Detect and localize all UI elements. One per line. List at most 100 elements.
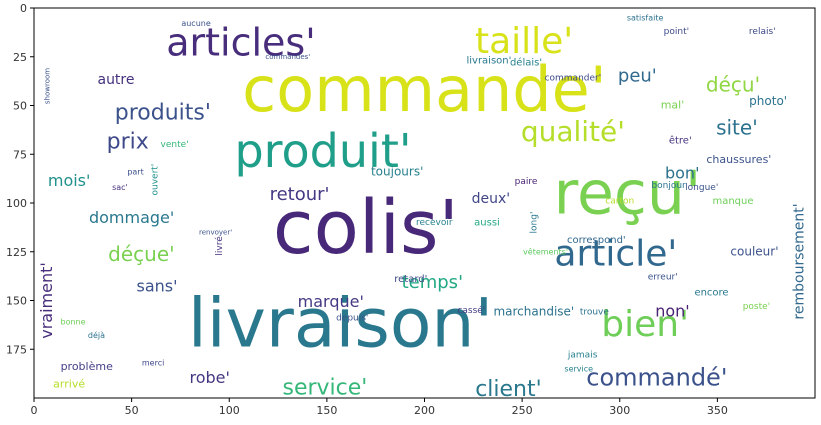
word-cloud-word: autre [97, 72, 134, 88]
word-cloud-word: colis' [273, 185, 459, 271]
word-cloud-word: vente' [161, 140, 189, 150]
word-cloud-word: retour' [270, 184, 330, 205]
word-cloud-word: erreur' [648, 273, 678, 283]
word-cloud-word: merci [142, 358, 164, 367]
word-cloud-word: déçu' [706, 73, 760, 97]
y-tick-label: 175 [6, 343, 27, 356]
word-cloud-word: showroom [44, 68, 52, 104]
word-cloud-word: site' [716, 115, 758, 139]
word-cloud-word: produit' [234, 124, 411, 178]
word-cloud-word: photo' [749, 94, 787, 108]
word-cloud-word: trouve [580, 308, 610, 318]
word-cloud-word: arrivé [53, 377, 85, 390]
word-cloud-word: bon' [665, 163, 699, 182]
y-axis: 0 25 50 75 100 125 150 175 [6, 2, 34, 356]
word-cloud-word: jamais [567, 351, 598, 361]
word-cloud-word: longue' [685, 183, 718, 193]
x-tick-label: 0 [31, 404, 38, 417]
word-cloud-word: client' [475, 377, 541, 402]
y-tick-label: 100 [6, 197, 27, 210]
word-cloud-word: mois' [48, 171, 91, 190]
y-tick-label: 25 [13, 51, 27, 64]
word-cloud-word: service' [282, 375, 367, 400]
word-cloud-word: recevoir [416, 218, 453, 228]
x-axis: 0 50 100 150 200 250 300 350 [31, 398, 728, 417]
x-tick-label: 300 [609, 404, 630, 417]
word-cloud-word: deux' [472, 191, 511, 207]
word-cloud-word: livraison' [188, 284, 493, 363]
plot-area: commande'livraison'colis' reçu'produit'ar… [33, 7, 816, 402]
word-cloud-word: long' [529, 212, 539, 234]
word-cloud-word: article' [554, 234, 677, 275]
word-cloud-word: cassé' [457, 305, 485, 316]
y-tick-label: 50 [13, 100, 27, 113]
word-cloud-word: renvoyer' [199, 228, 232, 236]
word-cloud-word: taille' [475, 21, 573, 62]
word-cloud-word: bien' [601, 304, 689, 345]
word-cloud-word: retard' [394, 274, 427, 285]
word-layer: commande'livraison'colis' reçu'produit'ar… [37, 13, 807, 402]
word-cloud-word: point' [664, 27, 689, 37]
word-cloud-word: commandes' [265, 53, 310, 61]
word-cloud-word: mal' [661, 99, 685, 112]
word-cloud-word: qualité' [521, 115, 625, 148]
x-tick-label: 50 [125, 404, 139, 417]
y-tick-label: 0 [20, 2, 27, 15]
word-cloud-word: service [564, 364, 593, 373]
word-cloud-word: paire [515, 177, 538, 187]
word-cloud-word: déjà [88, 330, 105, 340]
word-cloud-word: marque' [298, 292, 364, 311]
word-cloud-word: carton [605, 197, 634, 207]
word-cloud-word: être' [669, 135, 692, 147]
word-cloud-word: aussi [474, 218, 500, 229]
word-cloud-word: poste' [743, 302, 770, 312]
x-tick-label: 350 [707, 404, 728, 417]
word-cloud-word: marchandise' [493, 305, 574, 319]
word-cloud-word: bonjour [651, 181, 686, 191]
word-cloud-word: robe' [190, 368, 230, 387]
plot-frame [33, 7, 816, 399]
word-cloud-word: aucune [181, 19, 211, 28]
word-cloud-word: satisfaite [627, 13, 664, 22]
word-cloud-word: sac' [112, 183, 128, 192]
y-tick-label: 75 [13, 148, 27, 161]
word-cloud-word: relais' [749, 27, 776, 37]
word-cloud-word: correspond' [567, 235, 626, 246]
word-cloud-word: vraiment' [37, 262, 56, 339]
x-tick-label: 200 [414, 404, 435, 417]
word-cloud-word: livré [214, 236, 225, 256]
word-cloud-word: livraison' [466, 56, 511, 67]
word-cloud-word: temps' [402, 272, 463, 293]
word-cloud-word: reçu' [554, 159, 702, 229]
word-cloud-word: couleur' [730, 244, 778, 258]
x-tick-label: 150 [316, 404, 337, 417]
word-cloud-word: dommage' [89, 208, 174, 227]
word-cloud-word: produits' [115, 100, 211, 125]
word-cloud-word: remboursement' [791, 203, 807, 319]
word-cloud-word: commander' [545, 74, 602, 84]
word-cloud-word: prix [107, 130, 149, 155]
word-cloud-word: sans' [136, 276, 177, 295]
word-cloud-word: commandé' [586, 364, 727, 392]
word-cloud-word: problème [61, 360, 114, 373]
word-cloud-word: depuis' [336, 314, 368, 324]
word-cloud-word: part [127, 167, 143, 176]
x-tick-label: 250 [512, 404, 533, 417]
y-tick-label: 150 [6, 295, 27, 308]
word-cloud-word: non' [655, 302, 689, 321]
word-cloud-word: manque [712, 196, 753, 207]
word-cloud-word: commande' [242, 53, 607, 126]
word-cloud-word: bonne [61, 317, 86, 326]
word-cloud-word: encore [694, 288, 728, 299]
word-cloud-word: chaussures' [706, 153, 771, 166]
word-cloud-word: vêtements' [523, 246, 568, 256]
word-cloud-word: ouvert' [151, 164, 161, 196]
word-cloud-word: toujours' [371, 164, 423, 178]
word-cloud-word: délais' [510, 57, 542, 69]
word-cloud-word: articles' [166, 21, 315, 65]
word-cloud-word: peu' [618, 65, 657, 86]
word-cloud-word: déçue' [108, 242, 174, 266]
x-tick-label: 100 [219, 404, 240, 417]
y-tick-label: 125 [6, 246, 27, 259]
